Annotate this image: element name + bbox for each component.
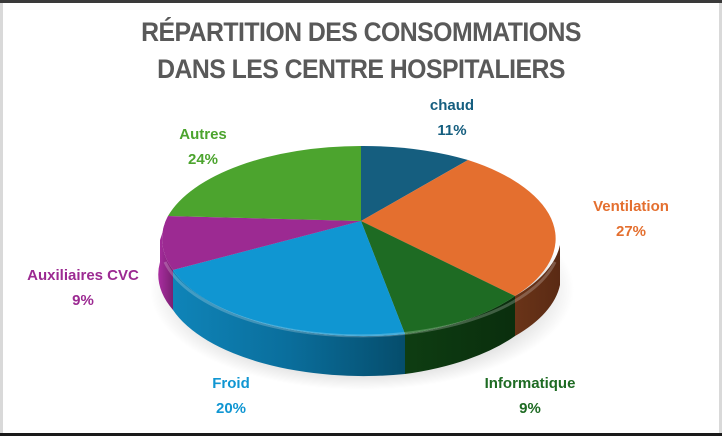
chart-title-line-1: RÉPARTITION DES CONSOMMATIONS [141,17,581,47]
slice-chaud[interactable] [361,145,468,221]
data-label-chaud: chaud 11% [430,93,474,143]
label-ventilation-name: Ventilation [593,198,669,215]
slice-auxiliaires-cvc[interactable] [162,216,361,270]
data-label-informatique: Informatique 9% [485,371,576,421]
slice-froid[interactable] [173,221,405,337]
label-chaud-pct: 11% [437,122,467,139]
data-label-ventilation: Ventilation 27% [593,194,669,244]
label-informatique-name: Informatique [484,375,576,392]
slice-side-ventilation [515,245,560,336]
slice-side-froid [173,270,405,377]
slice-autres[interactable] [168,146,361,221]
label-froid-pct: 20% [215,400,247,417]
label-autres-pct: 24% [187,151,219,168]
label-informatique-pct: 9% [519,400,541,417]
data-label-auxiliaires-cvc: Auxiliaires CVC 9% [27,263,139,313]
label-froid-name: Froid [212,375,250,392]
label-chaud-name: chaud [429,97,475,114]
slice-ventilation[interactable] [361,160,556,296]
label-autres-name: Autres [179,126,227,143]
data-label-autres: Autres 24% [179,122,227,172]
chart-title: RÉPARTITION DES CONSOMMATIONS DANS LES C… [29,14,693,88]
label-auxiliaires-cvc-pct: 9% [72,292,94,309]
slice-informatique[interactable] [361,221,515,334]
pie-rim-highlight [163,261,557,338]
label-ventilation-pct: 27% [615,223,647,240]
chart-title-line-2: DANS LES CENTRE HOSPITALIERS [157,54,565,84]
label-auxiliaires-cvc-name: Auxiliaires CVC [27,267,139,284]
data-label-froid: Froid 20% [212,371,250,421]
slice-side-auxiliaires-cvc [158,216,173,310]
slice-side-informatique [405,296,515,374]
